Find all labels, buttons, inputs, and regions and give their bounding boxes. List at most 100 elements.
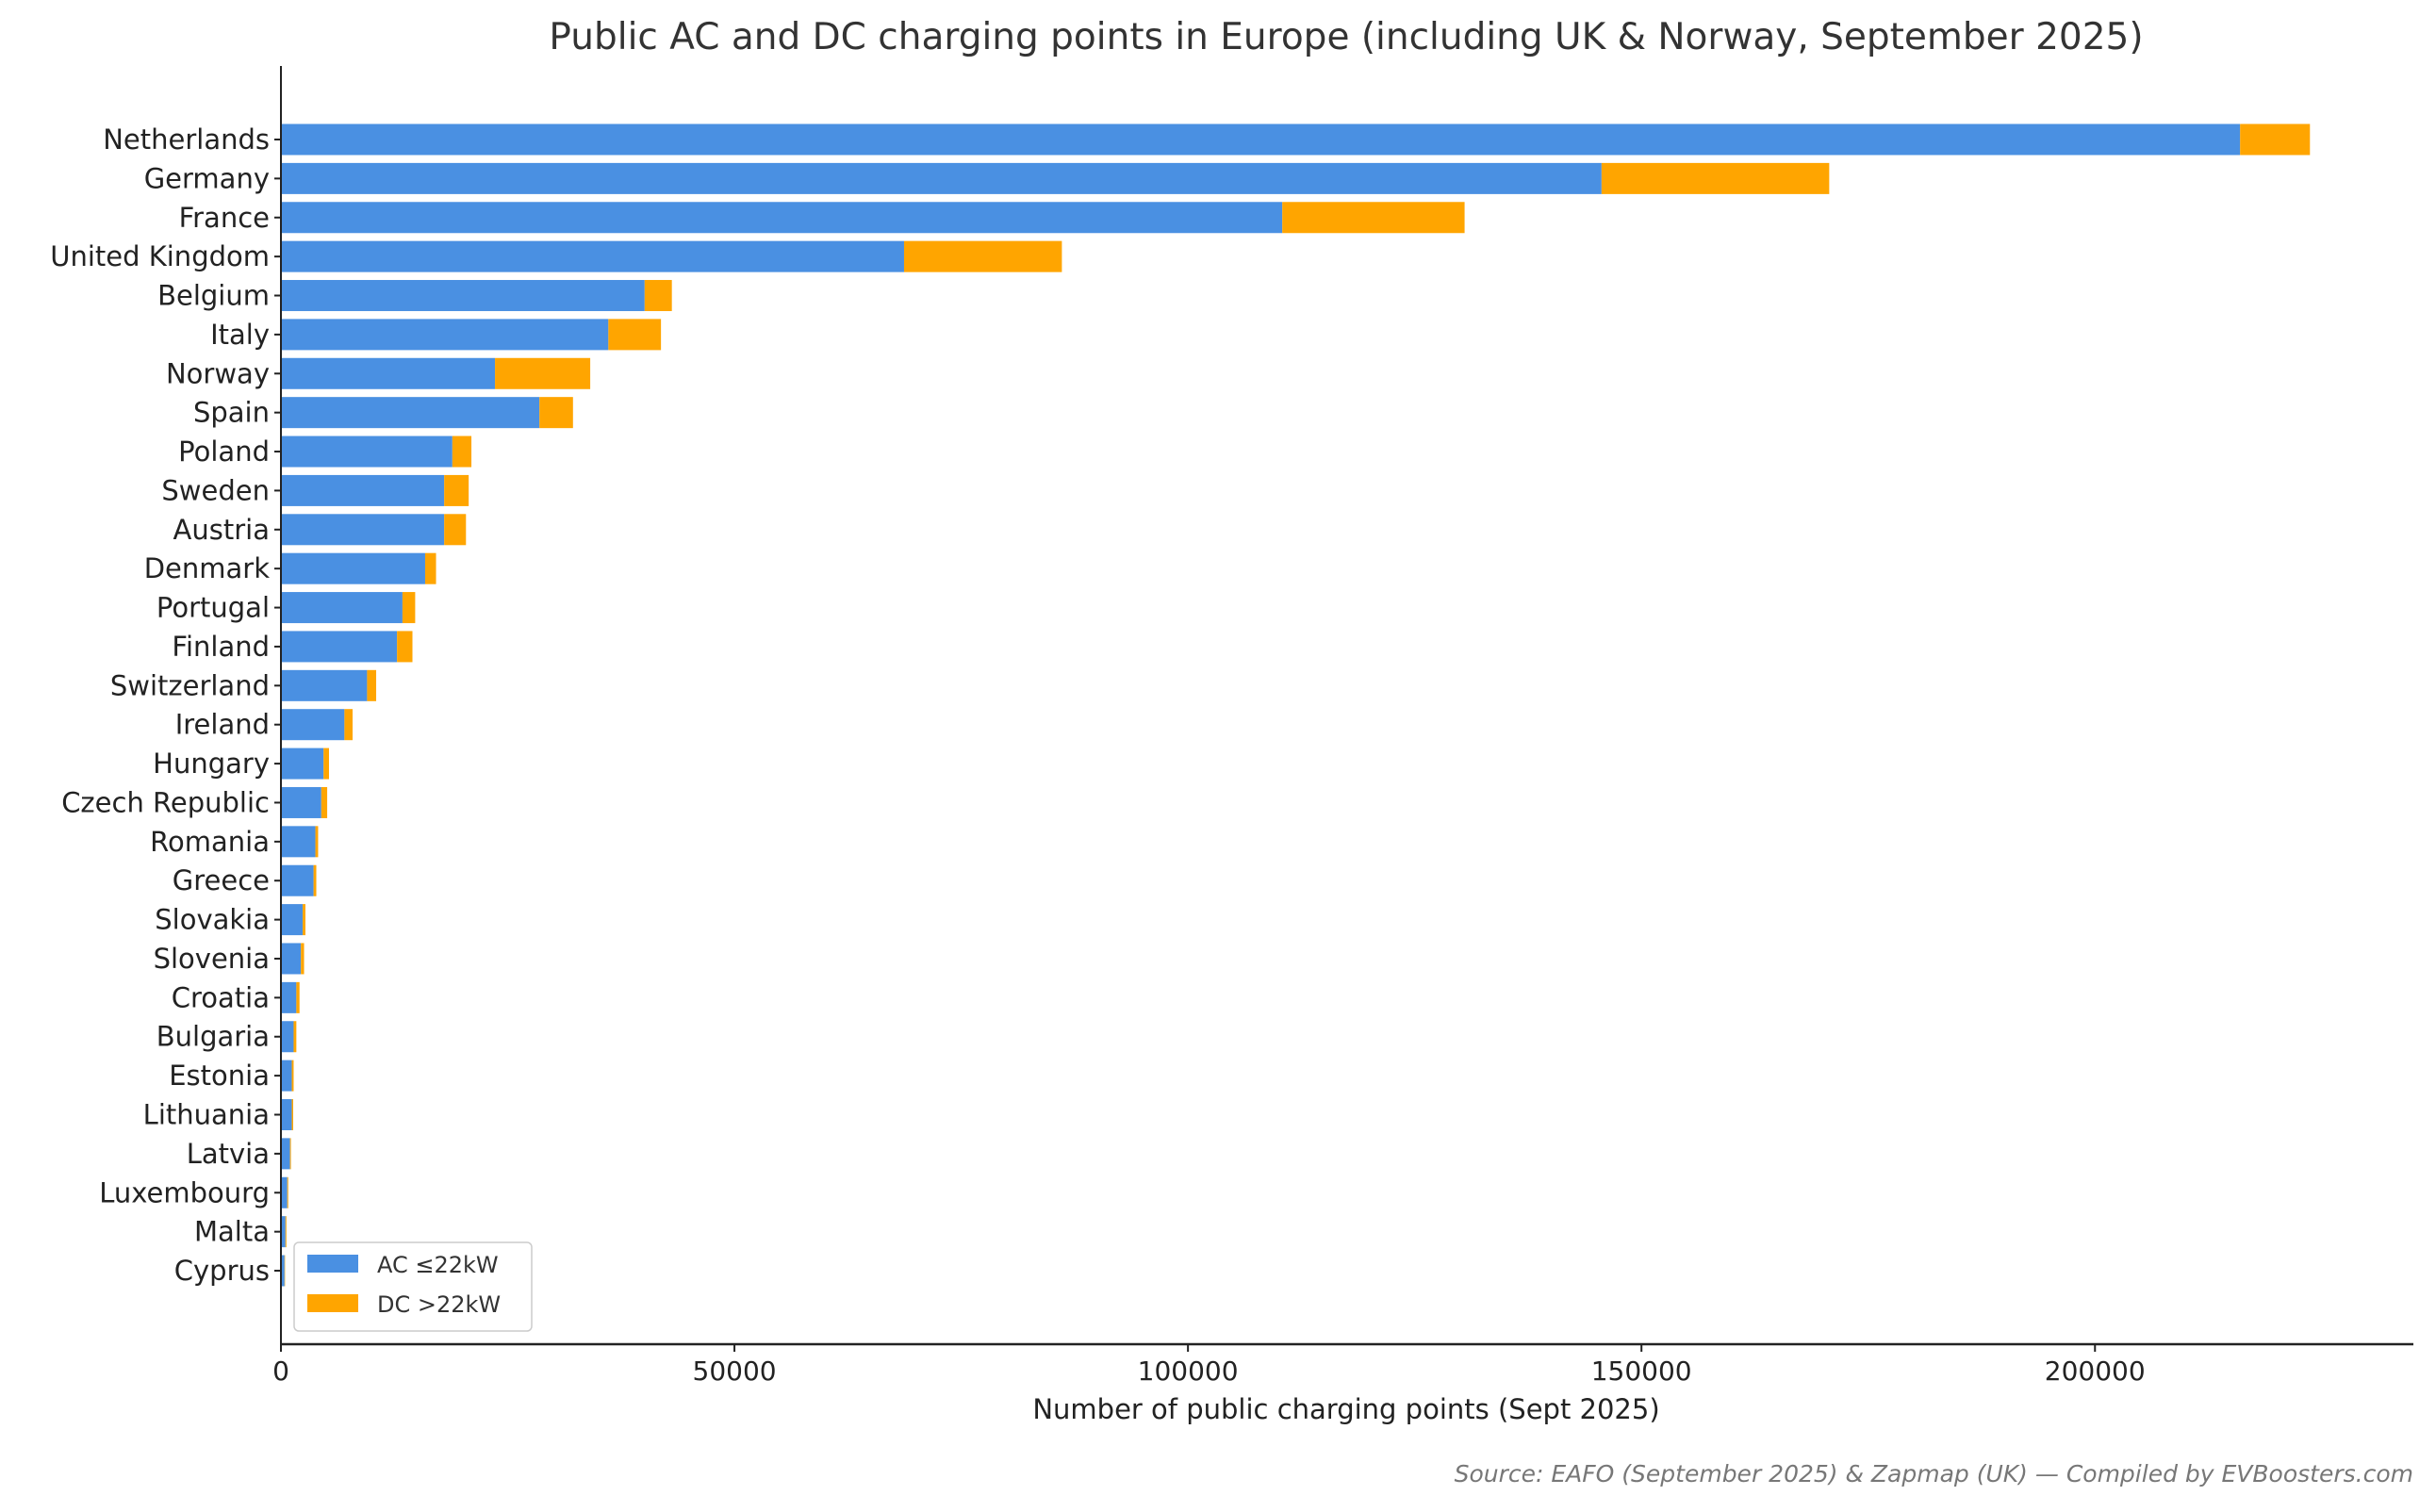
y-tick-label: Spain — [193, 397, 270, 429]
bar-dc-romania — [316, 826, 319, 857]
bar-dc-norway — [495, 358, 590, 389]
bar-ac-lithuania — [281, 1099, 292, 1130]
y-tick-label: Sweden — [161, 474, 270, 506]
y-tick-label: Malta — [194, 1216, 270, 1248]
legend: AC ≤22kW DC >22kW — [294, 1242, 532, 1331]
x-axis-label: Number of public charging points (Sept 2… — [1032, 1393, 1659, 1425]
bar-dc-estonia — [292, 1060, 294, 1092]
bar-ac-denmark — [281, 553, 425, 584]
bar-ac-croatia — [281, 982, 296, 1013]
legend-swatch-dc — [307, 1294, 358, 1312]
y-tick-label: Lithuania — [143, 1099, 270, 1131]
y-tick-label: Slovenia — [154, 943, 270, 975]
bar-dc-bulgaria — [293, 1021, 296, 1052]
bar-dc-portugal — [403, 592, 415, 623]
bar-dc-slovakia — [303, 904, 305, 935]
bar-ac-estonia — [281, 1060, 292, 1092]
y-tick-label: Estonia — [169, 1060, 270, 1092]
y-tick-label: Luxembourg — [99, 1176, 270, 1208]
bar-ac-poland — [281, 436, 453, 468]
x-tick-label: 100000 — [1138, 1356, 1239, 1387]
bar-dc-croatia — [296, 982, 299, 1013]
bar-ac-luxembourg — [281, 1177, 288, 1208]
x-tick-label: 0 — [272, 1356, 289, 1387]
y-tick-label: France — [179, 202, 270, 234]
bar-dc-lithuania — [292, 1099, 293, 1130]
bar-dc-austria — [444, 514, 466, 545]
bar-ac-spain — [281, 397, 539, 428]
bar-ac-italy — [281, 319, 608, 350]
y-tick-label: Poland — [178, 436, 270, 468]
y-tick-label: Bulgaria — [156, 1021, 270, 1053]
bar-ac-norway — [281, 358, 495, 389]
bar-dc-germany — [1602, 163, 1829, 194]
bar-dc-poland — [453, 436, 471, 468]
bar-ac-netherlands — [281, 124, 2240, 156]
bar-ac-belgium — [281, 280, 645, 311]
bar-ac-sweden — [281, 475, 444, 506]
bar-dc-greece — [314, 865, 317, 896]
bar-ac-slovenia — [281, 943, 301, 974]
bar-ac-switzerland — [281, 670, 367, 701]
y-tick-label: United Kingdom — [50, 240, 270, 272]
y-tick-label: Czech Republic — [61, 786, 270, 818]
bar-dc-slovenia — [301, 943, 304, 974]
y-tick-label: Cyprus — [174, 1255, 270, 1287]
y-tick-label: Croatia — [172, 981, 270, 1013]
bar-dc-latvia — [290, 1138, 291, 1169]
bar-ac-slovakia — [281, 904, 303, 935]
bar-dc-hungary — [323, 748, 329, 780]
bar-dc-france — [1282, 202, 1464, 233]
y-tick-label: Netherlands — [103, 123, 270, 156]
bar-ac-finland — [281, 631, 397, 662]
chart-title: Public AC and DC charging points in Euro… — [549, 16, 2143, 58]
bar-ac-romania — [281, 826, 316, 857]
x-tick-label: 150000 — [1591, 1356, 1692, 1387]
x-tick-label: 200000 — [2045, 1356, 2146, 1387]
y-tick-label: Germany — [144, 162, 270, 194]
bar-ac-greece — [281, 865, 314, 896]
bar-ac-austria — [281, 514, 444, 545]
y-tick-label: Romania — [150, 826, 270, 858]
bar-dc-belgium — [645, 280, 672, 311]
source-note: Source: EAFO (September 2025) & Zapmap (… — [1455, 1460, 2413, 1487]
y-tick-label: Belgium — [157, 280, 270, 312]
bar-dc-netherlands — [2240, 124, 2310, 156]
x-tick-label: 50000 — [693, 1356, 777, 1387]
bar-dc-denmark — [425, 553, 436, 584]
bar-dc-united-kingdom — [904, 241, 1062, 272]
bar-dc-italy — [608, 319, 661, 350]
y-tick-label: Slovakia — [155, 904, 270, 936]
y-tick-label: Austria — [173, 514, 270, 546]
bar-dc-sweden — [444, 475, 469, 506]
bar-ac-united-kingdom — [281, 241, 904, 272]
bar-ac-ireland — [281, 709, 344, 740]
bar-dc-ireland — [344, 709, 353, 740]
bar-ac-bulgaria — [281, 1021, 293, 1052]
y-tick-label: Ireland — [175, 709, 270, 741]
bar-dc-switzerland — [367, 670, 376, 701]
y-tick-label: Finland — [172, 631, 270, 663]
bar-dc-finland — [397, 631, 412, 662]
bar-ac-latvia — [281, 1138, 290, 1169]
bar-ac-portugal — [281, 592, 403, 623]
legend-label-dc: DC >22kW — [377, 1291, 501, 1318]
y-tick-label: Hungary — [153, 748, 270, 780]
bar-dc-spain — [539, 397, 573, 428]
bar-dc-malta — [286, 1216, 287, 1247]
legend-label-ac: AC ≤22kW — [377, 1252, 499, 1278]
bar-ac-hungary — [281, 748, 323, 780]
bar-ac-czech-republic — [281, 787, 321, 818]
bar-ac-germany — [281, 163, 1602, 194]
bar-ac-france — [281, 202, 1282, 233]
legend-swatch-ac — [307, 1255, 358, 1273]
y-tick-label: Italy — [210, 319, 270, 351]
y-tick-label: Denmark — [144, 552, 270, 584]
bar-dc-czech-republic — [321, 787, 327, 818]
y-tick-label: Latvia — [187, 1138, 270, 1170]
y-tick-label: Norway — [166, 357, 270, 389]
y-tick-label: Portugal — [156, 592, 270, 624]
y-tick-label: Greece — [173, 864, 270, 896]
y-tick-label: Switzerland — [110, 669, 270, 701]
